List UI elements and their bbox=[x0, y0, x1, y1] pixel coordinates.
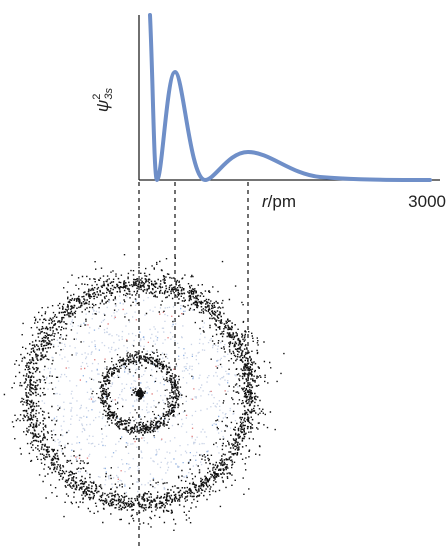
y-axis-label: ψ23s bbox=[91, 87, 115, 112]
subscript: 3s bbox=[103, 87, 115, 99]
dots bbox=[39, 295, 239, 494]
psi: ψ bbox=[93, 100, 112, 112]
r-var: r bbox=[262, 192, 269, 211]
dots bbox=[131, 387, 146, 400]
unit: /pm bbox=[268, 192, 296, 211]
dot-density bbox=[3, 254, 285, 531]
x-axis-label: r/pm bbox=[262, 192, 296, 211]
superscript: 2 bbox=[91, 94, 103, 100]
dots bbox=[3, 254, 285, 531]
density-curve bbox=[148, 13, 432, 183]
x-end-label: 3000 bbox=[408, 192, 446, 211]
dashed-guides bbox=[138, 182, 249, 548]
